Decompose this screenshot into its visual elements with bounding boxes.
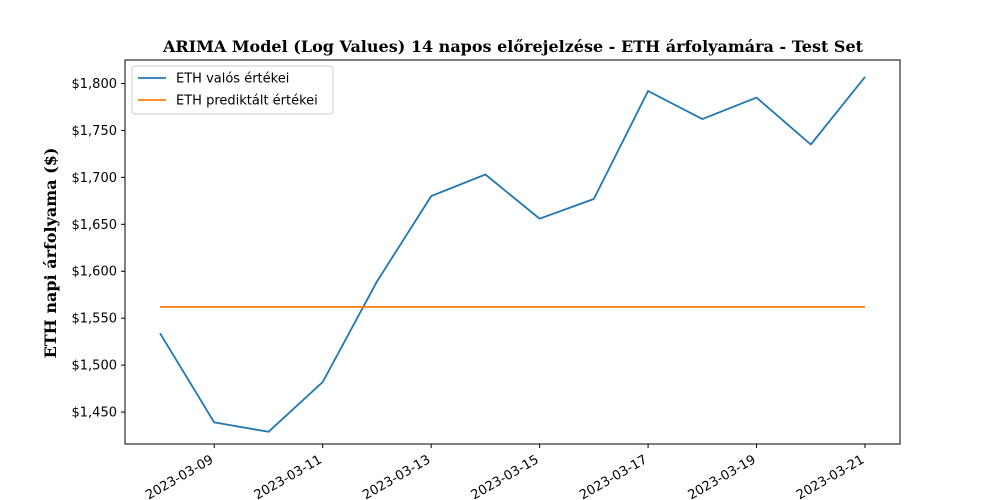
series-line-1	[159, 76, 866, 433]
chart-title: ARIMA Model (Log Values) 14 napos előrej…	[162, 37, 864, 56]
x-tick-label: 2023-03-15	[469, 452, 542, 500]
x-tick-label: 2023-03-19	[686, 452, 759, 500]
y-axis-label: ETH napi árfolyama ($)	[41, 148, 60, 359]
x-tick-label: 2023-03-21	[794, 452, 867, 500]
legend-label: ETH prediktált értékei	[176, 94, 318, 109]
x-tick-label: 2023-03-11	[252, 452, 325, 500]
x-axis: 2023-03-09 2023-03-11 2023-03-13 2023-03-15…	[143, 444, 867, 500]
legend: ETH valós értékei ETH prediktált értékei	[131, 65, 334, 115]
y-tick-label: $1,600	[72, 265, 118, 280]
y-tick-label: $1,700	[72, 171, 118, 186]
y-tick-label: $1,800	[72, 77, 118, 92]
x-tick-label: 2023-03-17	[577, 452, 650, 500]
x-tick-label: 2023-03-09	[143, 452, 216, 500]
y-tick-label: $1,500	[72, 359, 118, 374]
series-group	[159, 76, 866, 433]
y-axis: $1,450 $1,500 $1,550 $1,600 $1,650 $1,700 $1,7…	[72, 77, 125, 421]
plot-frame	[124, 59, 901, 445]
legend-label: ETH valós értékei	[176, 72, 289, 87]
y-tick-label: $1,550	[72, 312, 118, 327]
legend-box	[131, 65, 334, 115]
y-tick-label: $1,650	[72, 218, 118, 233]
y-tick-label: $1,450	[72, 406, 118, 421]
plot-area	[124, 59, 901, 445]
x-tick-label: 2023-03-13	[360, 452, 433, 500]
y-tick-label: $1,750	[72, 124, 118, 139]
